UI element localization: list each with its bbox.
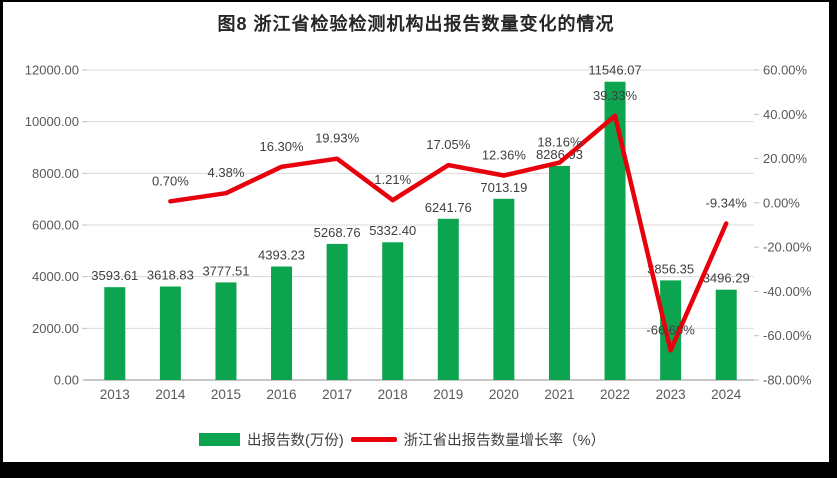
right-axis-tick-label: 20.00% — [763, 151, 808, 166]
bar-2020 — [493, 198, 515, 380]
chart-legend: 出报告数(万份) 浙江省出报告数量增长率（%） — [199, 429, 605, 450]
bar-2015 — [215, 282, 237, 380]
growth-value-label: 16.30% — [259, 139, 304, 154]
growth-value-label: 1.21% — [374, 172, 411, 187]
bar-value-label: 3856.35 — [647, 261, 694, 276]
right-axis-tick-label: -80.00% — [763, 373, 812, 388]
x-axis-label: 2014 — [155, 387, 186, 402]
growth-value-label: 39.33% — [593, 88, 638, 103]
x-axis-label: 2020 — [489, 387, 519, 402]
x-axis-label: 2016 — [267, 387, 297, 402]
growth-value-label: 17.05% — [426, 137, 471, 152]
bar-2019 — [437, 218, 459, 380]
line-series-legend-label: 浙江省出报告数量增长率（%） — [403, 433, 606, 449]
x-axis-label: 2018 — [378, 387, 408, 402]
right-axis-tick-label: 60.00% — [763, 63, 808, 78]
x-axis-label: 2015 — [211, 387, 241, 402]
bar-value-label: 3593.61 — [91, 268, 138, 283]
chart-title: 图8 浙江省检验检测机构出报告数量变化的情况 — [217, 14, 615, 34]
left-axis-tick-label: 4000.00 — [32, 269, 79, 284]
growth-value-label: 19.93% — [315, 131, 360, 146]
bar-2022 — [604, 81, 626, 380]
left-axis-tick-label: 10000.00 — [25, 114, 79, 129]
right-axis-tick-label: 40.00% — [763, 107, 808, 122]
bar-value-label: 4393.23 — [258, 248, 305, 263]
right-axis-tick-label: -60.00% — [763, 328, 812, 343]
line-series-swatch-icon — [350, 437, 397, 442]
x-axis-label: 2017 — [322, 387, 352, 402]
right-axis-tick-label: -40.00% — [763, 284, 812, 299]
left-axis-tick-label: 8000.00 — [32, 166, 79, 181]
bar-value-label: 3618.83 — [147, 268, 194, 283]
combo-chart-plot: 0.00 2000.00 4000.00 6000.00 8000.00 10000.00… — [25, 63, 812, 403]
growth-value-label: 18.16% — [537, 135, 582, 150]
growth-value-label: -9.34% — [706, 196, 748, 211]
growth-value-label: 4.38% — [208, 165, 245, 180]
bar-2021 — [548, 165, 570, 380]
bar-2017 — [326, 243, 348, 380]
x-axis-label: 2022 — [600, 387, 630, 402]
x-axis-label: 2021 — [544, 387, 574, 402]
bar-value-label: 5332.40 — [369, 223, 416, 238]
left-axis-tick-label: 6000.00 — [32, 218, 79, 233]
left-axis-tick-label: 2000.00 — [32, 321, 79, 336]
left-axis-tick-label: 12000.00 — [25, 63, 79, 78]
growth-rate-line — [168, 113, 729, 353]
x-axis-label: 2023 — [656, 387, 686, 402]
growth-value-label: 12.36% — [482, 147, 527, 162]
bar-2023 — [660, 280, 682, 380]
bar-2013 — [104, 287, 126, 380]
bar-value-label: 5268.76 — [314, 225, 361, 240]
bar-value-label: 6241.76 — [425, 200, 472, 215]
bar-2014 — [159, 286, 181, 380]
bar-value-label: 11546.07 — [588, 63, 641, 78]
x-axis-label: 2013 — [100, 387, 130, 402]
chart-canvas: 0.00 2000.00 4000.00 6000.00 8000.00 10000.00… — [3, 2, 829, 462]
bar-2016 — [271, 266, 293, 380]
growth-value-label: -66.60% — [646, 322, 695, 337]
bar-series-swatch-icon — [199, 433, 240, 446]
x-axis-label: 2024 — [711, 387, 742, 402]
growth-value-label: 0.70% — [152, 173, 189, 188]
bar-value-label: 3777.51 — [202, 263, 249, 278]
bar-series-legend-label: 出报告数(万份) — [247, 433, 344, 449]
left-axis-tick-label: 0.00 — [54, 373, 79, 388]
bar-value-label: 7013.19 — [480, 180, 527, 195]
bar-value-label: 3496.29 — [703, 271, 750, 286]
x-axis-label: 2019 — [433, 387, 463, 402]
right-axis-tick-label: 0.00% — [763, 195, 800, 210]
bar-2018 — [382, 242, 404, 380]
bar-2024 — [715, 289, 737, 380]
right-axis-tick-label: -20.00% — [763, 240, 812, 255]
